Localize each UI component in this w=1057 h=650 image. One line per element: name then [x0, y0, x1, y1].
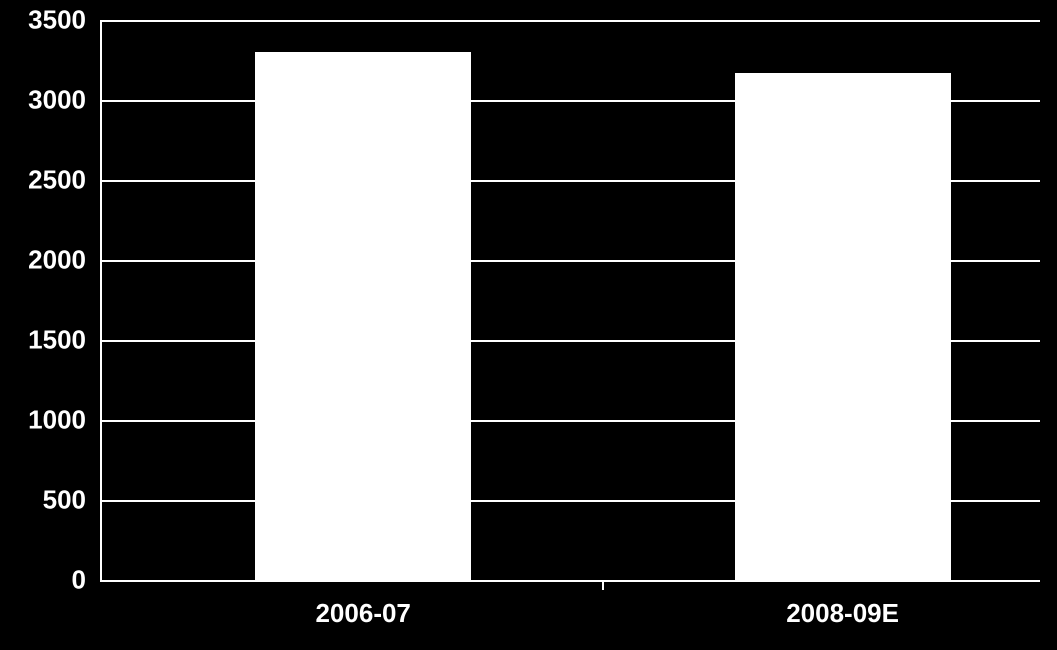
bar: [735, 73, 951, 580]
y-tick-label: 0: [72, 565, 100, 596]
gridline: [100, 20, 1040, 22]
y-tick-label: 1500: [28, 325, 100, 356]
y-axis-line: [100, 20, 102, 580]
bar-chart: 0 500 1000 1500 2000 2500 3000 3500 2006-07 2008-…: [0, 0, 1057, 650]
x-tick-mark: [602, 580, 604, 590]
y-tick-label: 1000: [28, 405, 100, 436]
x-tick-label: 2008-09E: [786, 598, 899, 629]
y-tick-label: 3500: [28, 5, 100, 36]
y-tick-label: 500: [43, 485, 100, 516]
y-tick-label: 3000: [28, 85, 100, 116]
gridline: [100, 580, 1040, 582]
bar: [255, 52, 471, 580]
x-tick-label: 2006-07: [315, 598, 410, 629]
y-tick-label: 2000: [28, 245, 100, 276]
y-tick-label: 2500: [28, 165, 100, 196]
plot-area: 05001000150020002500300035002006-072008-…: [100, 20, 1040, 580]
